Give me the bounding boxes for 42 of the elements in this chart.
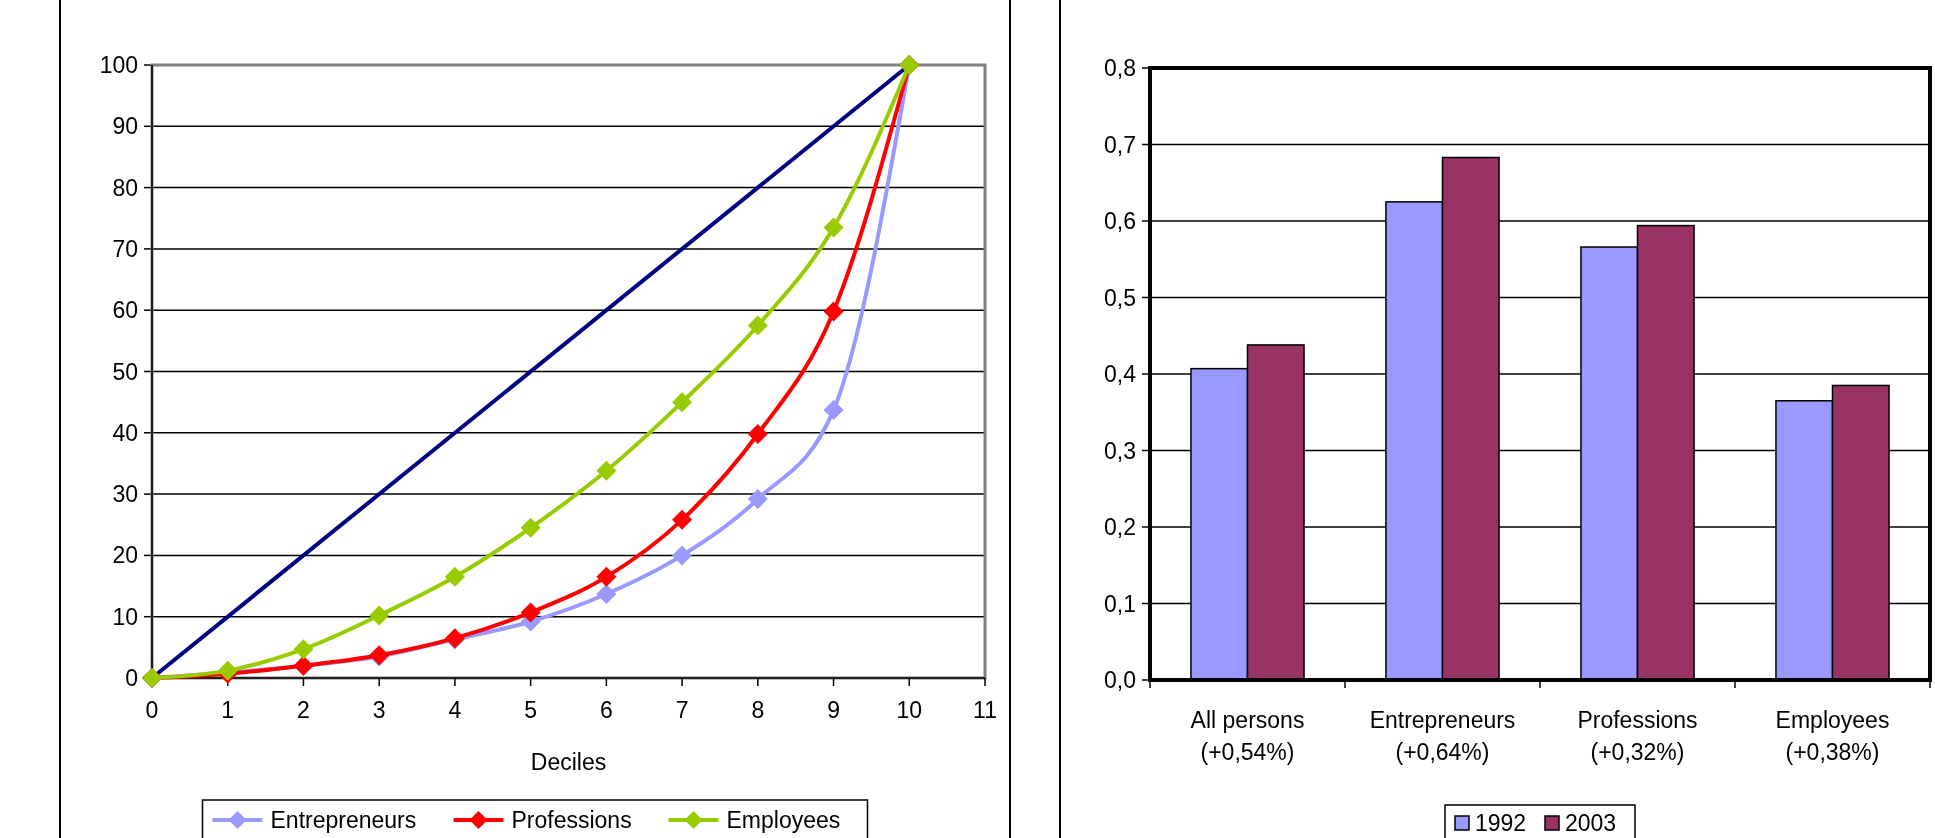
y-tick-label: 0,2 xyxy=(1104,514,1136,541)
y-tick-label: 30 xyxy=(112,481,138,508)
y-tick-label: 0,0 xyxy=(1104,667,1136,694)
legend-label: 1992 xyxy=(1475,810,1527,837)
y-tick-label: 0,6 xyxy=(1104,208,1136,235)
y-tick-label: 80 xyxy=(112,174,138,201)
x-tick-label: Professions (+0,32%) xyxy=(1577,707,1698,765)
x-tick-label: 5 xyxy=(524,697,538,723)
y-tick-label: 0,3 xyxy=(1104,437,1136,464)
y-tick-label: 0,1 xyxy=(1104,590,1136,617)
y-tick-label: 0,4 xyxy=(1104,361,1137,388)
x-tick-label: 9 xyxy=(827,697,840,723)
y-tick-label: 0,8 xyxy=(1104,55,1136,82)
y-tick-label: 0,7 xyxy=(1104,131,1136,158)
y-tick-label: 90 xyxy=(112,113,138,140)
x-axis-title: Deciles xyxy=(530,749,607,775)
y-tick-label: 40 xyxy=(112,419,138,446)
x-tick-label: 7 xyxy=(675,697,689,723)
y-tick-label: 0 xyxy=(125,665,138,692)
y-tick-label: 0,5 xyxy=(1104,284,1136,311)
y-tick-label: 60 xyxy=(112,297,138,324)
legend-label: Professions xyxy=(511,807,632,834)
x-tick-label: 11 xyxy=(973,697,997,723)
legend-label: 2003 xyxy=(1565,810,1617,837)
x-tick-label: 6 xyxy=(599,697,613,723)
y-tick-label: 20 xyxy=(112,542,138,569)
y-tick-label: 50 xyxy=(112,358,138,385)
x-tick-label: All persons (+0,54%) xyxy=(1190,707,1305,765)
x-tick-label: 0 xyxy=(145,697,159,723)
x-tick-label: Entrepreneurs (+0,64%) xyxy=(1369,707,1516,765)
legend-label: Entrepreneurs xyxy=(270,807,417,834)
x-tick-label: 2 xyxy=(297,697,310,723)
x-tick-label: Employees (+0,38%) xyxy=(1775,707,1890,765)
x-tick-label: 8 xyxy=(751,697,765,723)
x-tick-label: 1 xyxy=(221,697,235,723)
x-tick-label: 3 xyxy=(372,697,386,723)
x-tick-label: 10 xyxy=(896,697,923,723)
legend-label: Employees xyxy=(726,807,841,834)
x-tick-label: 4 xyxy=(448,697,462,723)
y-tick-label: 10 xyxy=(112,603,138,630)
y-tick-label: 100 xyxy=(99,52,138,79)
y-tick-label: 70 xyxy=(112,235,138,262)
